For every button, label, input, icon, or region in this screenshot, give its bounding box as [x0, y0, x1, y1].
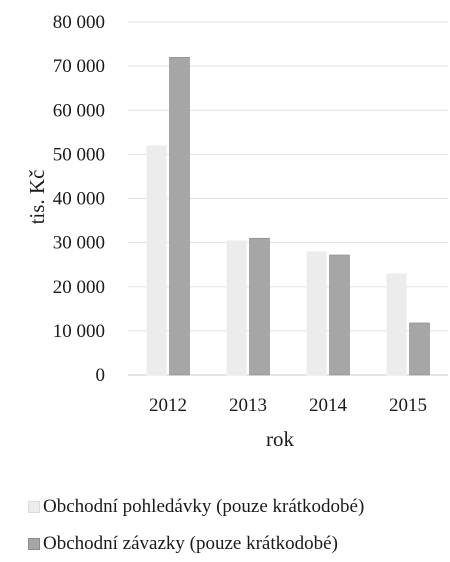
x-tick-labels: 2012 2013 2014 2015 [149, 395, 427, 416]
legend-item-pohledavky: Obchodní pohledávky (pouze krátkodobé) [28, 488, 364, 525]
x-axis-title: rok [266, 427, 294, 451]
y-tick-label: 30 000 [53, 233, 105, 254]
y-tick-labels: 0 10 000 20 000 30 000 40 000 50 000 60 000 70 … [53, 12, 105, 386]
y-tick-label: 70 000 [53, 56, 105, 77]
bar-pohledavky-2012 [146, 145, 167, 376]
y-tick-label: 40 000 [53, 189, 105, 210]
bar-zavazky-2014 [329, 254, 350, 376]
legend-label-pohledavky: Obchodní pohledávky (pouze krátkodobé) [43, 496, 365, 517]
x-tick-label: 2012 [149, 395, 187, 416]
bar-pohledavky-2013 [226, 240, 247, 376]
bar-pohledavky-2014 [306, 251, 327, 376]
bar-zavazky-2013 [249, 237, 270, 376]
legend-item-zavazky: Obchodní závazky (pouze krátkodobé) [28, 525, 364, 562]
y-tick-label: 20 000 [53, 277, 105, 298]
legend: Obchodní pohledávky (pouze krátkodobé) O… [28, 488, 364, 562]
bar-pohledavky-2015 [386, 273, 407, 376]
bars [146, 56, 430, 376]
x-tick-label: 2013 [229, 395, 267, 416]
legend-swatch-zavazky [28, 537, 40, 550]
x-tick-label: 2015 [389, 395, 427, 416]
x-tick-label: 2014 [309, 395, 348, 416]
y-tick-label: 10 000 [53, 321, 105, 342]
y-tick-label: 50 000 [53, 144, 105, 165]
legend-swatch-pohledavky [28, 500, 40, 513]
y-axis-title: tis. Kč [25, 170, 49, 225]
bar-zavazky-2015 [409, 322, 430, 376]
y-tick-label: 80 000 [53, 12, 105, 33]
legend-label-zavazky: Obchodní závazky (pouze krátkodobé) [43, 533, 338, 554]
bar-zavazky-2012 [169, 56, 190, 376]
y-tick-label: 60 000 [53, 100, 105, 121]
bar-chart: 0 10 000 20 000 30 000 40 000 50 000 60 000 70 … [25, 12, 448, 451]
y-tick-label: 0 [96, 365, 106, 386]
